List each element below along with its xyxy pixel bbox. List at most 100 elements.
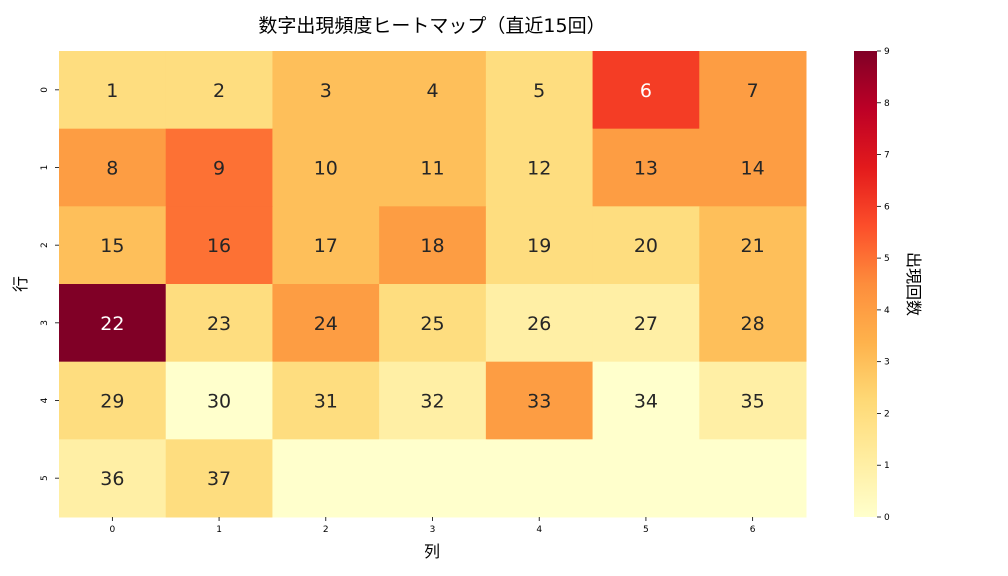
heatmap-cell	[699, 284, 807, 363]
colorbar-tick-label: 1	[884, 461, 890, 471]
cell-annotation: 29	[100, 391, 124, 413]
heatmap-cell	[699, 439, 807, 518]
colorbar-tick-label: 0	[884, 513, 890, 523]
y-tick-label: 0	[40, 87, 50, 93]
cell-annotation: 27	[634, 313, 658, 335]
cell-annotation: 14	[741, 158, 765, 180]
cell-annotation: 11	[420, 158, 444, 180]
cell-annotation: 12	[527, 158, 551, 180]
cell-annotation: 5	[533, 80, 545, 102]
cell-annotation: 37	[207, 468, 231, 490]
y-tick-label: 4	[40, 397, 50, 403]
cell-annotation: 1	[106, 80, 118, 102]
heatmap-cell	[699, 51, 807, 130]
heatmap-cell	[165, 206, 273, 285]
heatmap-cell	[59, 361, 167, 440]
x-tick-label: 3	[430, 525, 436, 535]
x-tick-label: 4	[536, 525, 542, 535]
cell-annotation: 7	[747, 80, 759, 102]
colorbar-tick-label: 4	[884, 306, 890, 316]
heatmap-cell	[379, 128, 487, 207]
heatmap-cell	[485, 439, 594, 518]
y-tick-label: 3	[40, 320, 50, 326]
heatmap-cell	[699, 361, 807, 440]
colorbar-tick-label: 6	[884, 202, 890, 212]
x-tick-label: 6	[750, 525, 756, 535]
heatmap-cell	[699, 128, 807, 207]
heatmap-cell	[165, 361, 273, 440]
colorbar-ticks: 0 1 2 3 4 5 6 7 8 9	[877, 47, 890, 523]
cell-annotation: 17	[314, 235, 338, 257]
heatmap-cell	[272, 128, 380, 207]
heatmap-cell	[59, 206, 167, 285]
x-tick-label: 0	[109, 525, 115, 535]
y-tick-label: 2	[40, 242, 50, 248]
colorbar-gradient	[854, 51, 877, 517]
cell-annotation: 33	[527, 391, 551, 413]
cell-annotation: 20	[634, 235, 658, 257]
colorbar-label: 出現回数	[904, 252, 923, 316]
heatmap-cell	[379, 206, 487, 285]
cell-annotation: 2	[213, 80, 225, 102]
heatmap-cell	[485, 51, 594, 130]
cell-annotation: 32	[420, 391, 444, 413]
x-tick-label: 5	[643, 525, 649, 535]
colorbar-tick-label: 8	[884, 99, 890, 109]
colorbar-tick-label: 9	[884, 47, 890, 57]
cell-annotation: 18	[420, 235, 444, 257]
heatmap-cell	[592, 361, 700, 440]
heatmap-cell	[485, 128, 594, 207]
heatmap-cell	[699, 206, 807, 285]
heatmap-cell	[165, 51, 273, 130]
cell-annotation: 15	[100, 235, 124, 257]
heatmap-cell	[379, 284, 487, 363]
heatmap-cell	[379, 51, 487, 130]
heatmap-cell	[59, 51, 167, 130]
cell-annotation: 30	[207, 391, 231, 413]
cell-annotation: 9	[213, 158, 225, 180]
heatmap-cell	[592, 51, 700, 130]
cell-annotation: 34	[634, 391, 658, 413]
cell-annotation: 28	[741, 313, 765, 335]
cell-annotation: 25	[420, 313, 444, 335]
heatmap-cell	[165, 439, 273, 518]
cell-annotation: 10	[314, 158, 338, 180]
cell-annotation: 36	[100, 468, 124, 490]
x-axis-label: 列	[424, 542, 440, 561]
heatmap-cell	[379, 361, 487, 440]
colorbar-tick-label: 3	[884, 358, 890, 368]
heatmap-cell	[485, 284, 594, 363]
cell-annotation: 13	[634, 158, 658, 180]
colorbar-tick-label: 2	[884, 409, 890, 419]
heatmap-cell	[272, 284, 380, 363]
cell-annotation: 22	[100, 313, 124, 335]
colorbar: 0 1 2 3 4 5 6 7 8 9 出現回数	[854, 47, 923, 523]
heatmap-cell	[165, 284, 273, 363]
cell-annotation: 8	[106, 158, 118, 180]
chart-title: 数字出現頻度ヒートマップ（直近15回）	[258, 15, 605, 37]
heatmap-cell	[272, 439, 380, 518]
heatmap-cell	[485, 361, 594, 440]
heatmap-cell	[592, 206, 700, 285]
heatmap-cell	[59, 439, 167, 518]
heatmap-cell	[592, 439, 700, 518]
y-tick-label: 1	[40, 165, 50, 171]
heatmap-cell	[272, 51, 380, 130]
heatmap-cell	[485, 206, 594, 285]
cell-annotation: 4	[426, 80, 438, 102]
cell-annotation: 24	[314, 313, 338, 335]
heatmap-cell	[592, 128, 700, 207]
heatmap-cell	[272, 206, 380, 285]
colorbar-tick-label: 7	[884, 151, 890, 161]
cell-annotation: 6	[640, 80, 652, 102]
y-axis-label: 行	[11, 276, 30, 292]
heatmap-cell	[272, 361, 380, 440]
cell-annotation: 35	[741, 391, 765, 413]
cell-annotation: 19	[527, 235, 551, 257]
x-tick-label: 2	[323, 525, 329, 535]
heatmap-cell	[59, 284, 167, 363]
x-axis-ticks: 0 1 2 3 4 5 6	[109, 517, 756, 535]
heatmap-cell	[59, 128, 167, 207]
heatmap-cell	[592, 284, 700, 363]
